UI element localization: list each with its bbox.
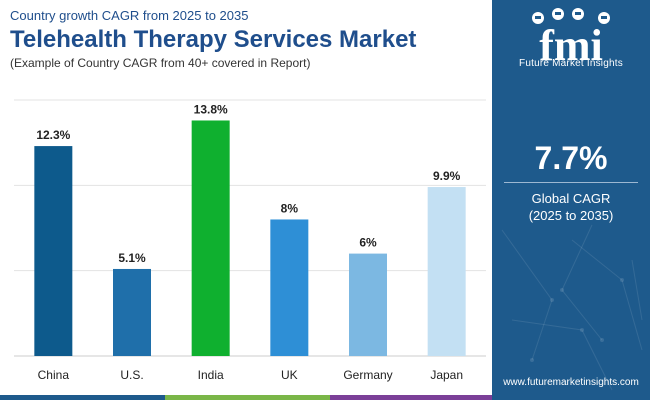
panel-divider <box>504 182 638 183</box>
data-label: 6% <box>359 236 377 250</box>
fmi-logo: fmi <box>508 8 634 74</box>
x-tick-label: China <box>38 368 70 382</box>
bar-china <box>34 146 73 356</box>
x-tick-label: UK <box>281 368 298 382</box>
x-tick-label: U.S. <box>120 368 143 382</box>
fmi-logo-text: fmi <box>539 21 603 66</box>
fmi-logo-subtitle: Future Market Insights <box>519 58 623 69</box>
bottom-bar-segment <box>330 395 495 400</box>
global-cagr-label-line2: (2025 to 2035) <box>528 208 614 223</box>
bottom-bar-segment <box>165 395 330 400</box>
cagr-side-panel: fmi Future Market Insights 7.7% Global C… <box>492 0 650 400</box>
global-cagr-label-line1: Global CAGR <box>531 191 611 206</box>
bar-uk <box>270 219 309 356</box>
data-label: 5.1% <box>118 251 146 265</box>
chart-header: Country growth CAGR from 2025 to 2035 Te… <box>10 8 490 71</box>
decorative-lines <box>501 224 643 391</box>
chart-note: (Example of Country CAGR from 40+ covere… <box>10 56 311 70</box>
bar-chart: 12.3% China 5.1% U.S. 13.8% India 8% UK 6% German… <box>14 99 486 382</box>
x-tick-label: India <box>198 368 224 382</box>
data-label: 8% <box>281 201 299 215</box>
bar-us <box>113 268 151 356</box>
chart-subtitle: Country growth CAGR from 2025 to 2035 <box>10 8 249 23</box>
website-url[interactable]: www.futuremarketinsights.com <box>503 377 639 388</box>
bar-japan <box>427 187 466 356</box>
data-label: 9.9% <box>433 169 461 183</box>
global-cagr-value: 7.7% <box>534 140 608 176</box>
bar-india <box>191 120 230 356</box>
x-tick-label: Japan <box>430 368 463 382</box>
global-cagr-label: Global CAGR (2025 to 2035) <box>492 190 650 224</box>
fmi-logo-icon: fmi <box>532 8 610 70</box>
bottom-bar-segment <box>0 395 165 400</box>
x-tick-label: Germany <box>343 368 392 382</box>
data-label: 12.3% <box>36 128 70 142</box>
chart-title: Telehealth Therapy Services Market <box>10 26 417 53</box>
bar-germany <box>349 253 387 356</box>
data-label: 13.8% <box>194 102 228 116</box>
